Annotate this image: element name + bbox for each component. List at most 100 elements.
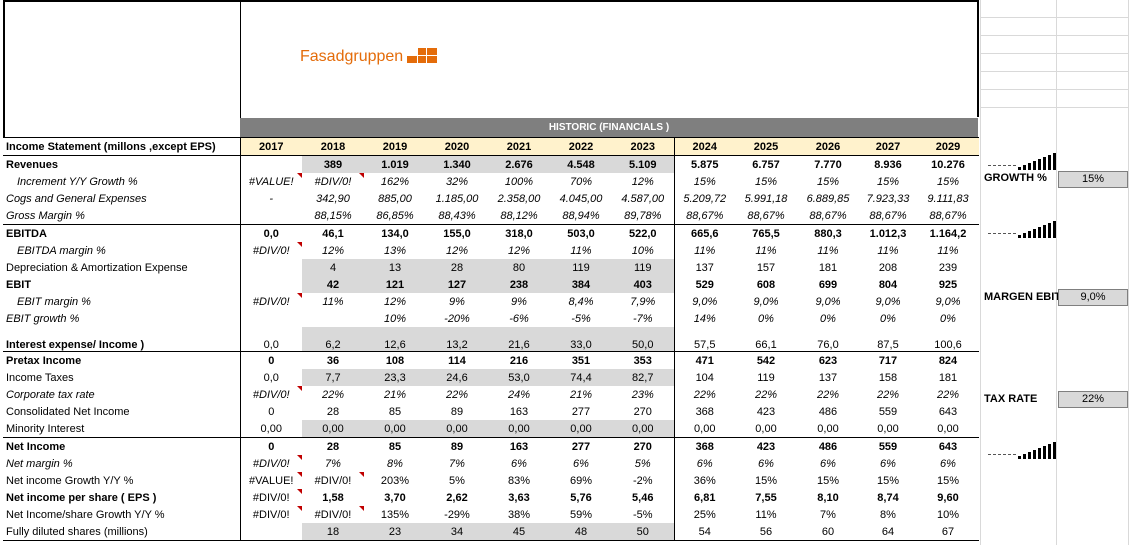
year-header[interactable]: 2026 (797, 137, 859, 156)
row-label[interactable]: Net Income (3, 437, 241, 455)
row-label[interactable]: Cogs and General Expenses (3, 190, 241, 207)
value-cell[interactable]: 9% (449, 295, 465, 308)
value-cell[interactable]: 9,60 (937, 491, 959, 504)
value-cell[interactable]: 12% (507, 244, 531, 257)
tax-rate-input[interactable]: 22% (1058, 391, 1128, 408)
value-cell[interactable]: 181 (818, 261, 838, 274)
value-cell[interactable]: 403 (612, 276, 674, 293)
value-cell[interactable]: 82,7 (612, 369, 674, 386)
value-cell[interactable]: 15% (754, 474, 778, 487)
value-cell[interactable]: 216 (488, 351, 550, 369)
value-cell[interactable]: 0,00 (817, 422, 839, 435)
value-cell[interactable]: 6% (940, 457, 956, 470)
value-cell[interactable]: 12% (631, 175, 654, 188)
value-cell[interactable]: 87,5 (877, 339, 899, 351)
value-cell[interactable] (240, 310, 302, 327)
value-cell[interactable]: 88,43% (438, 209, 476, 222)
value-cell[interactable]: 6,81 (673, 489, 735, 506)
value-cell[interactable]: -29% (444, 508, 470, 521)
value-cell[interactable]: 1,58 (322, 491, 344, 504)
value-cell[interactable]: 36 (302, 351, 364, 369)
value-cell[interactable]: 13% (383, 244, 407, 257)
value-cell[interactable]: 24,6 (426, 369, 488, 386)
value-cell[interactable]: 22% (445, 388, 469, 401)
value-cell[interactable]: 11% (755, 508, 777, 521)
value-cell[interactable]: 10% (631, 244, 654, 257)
value-cell[interactable]: 6.889,85 (806, 192, 850, 205)
value-cell[interactable]: 5,76 (570, 491, 592, 504)
value-cell[interactable]: 239 (938, 261, 958, 274)
value-cell[interactable]: 4.548 (550, 155, 612, 173)
value-cell[interactable]: 5.991,18 (744, 192, 788, 205)
year-header[interactable]: 2018 (302, 137, 364, 156)
value-cell[interactable]: 11% (755, 244, 777, 257)
value-cell[interactable]: #DIV/0! (302, 506, 364, 523)
row-label[interactable]: Gross Margin % (3, 207, 241, 225)
value-cell[interactable]: 162% (380, 175, 410, 188)
value-cell[interactable]: 542 (735, 351, 797, 369)
value-cell[interactable]: 155,0 (426, 224, 488, 242)
value-cell[interactable]: 7,55 (755, 491, 777, 504)
row-label[interactable]: EBIT margin % (3, 293, 241, 310)
value-cell[interactable]: 765,5 (735, 224, 797, 242)
value-cell[interactable]: 83% (507, 474, 531, 487)
value-cell[interactable]: #DIV/0! (240, 506, 302, 523)
value-cell[interactable]: 277 (571, 405, 591, 418)
value-cell[interactable]: 137 (818, 371, 838, 384)
value-cell[interactable]: 8% (880, 508, 896, 521)
value-cell[interactable]: #DIV/0! (240, 293, 302, 310)
value-cell[interactable]: 4.587,00 (621, 192, 665, 205)
value-cell[interactable]: 11% (673, 242, 735, 259)
value-cell[interactable]: 5.875 (673, 155, 735, 173)
value-cell[interactable]: -7% (632, 312, 653, 325)
value-cell[interactable]: 50 (612, 523, 674, 541)
corner-cell[interactable] (3, 0, 241, 138)
year-header[interactable]: 2029 (917, 137, 979, 156)
value-cell[interactable]: 15% (876, 474, 900, 487)
value-cell[interactable]: 11% (877, 244, 899, 257)
value-cell[interactable]: 21% (383, 388, 407, 401)
value-cell[interactable]: 22% (321, 388, 345, 401)
row-label[interactable]: Interest expense/ Income ) (3, 327, 241, 352)
value-cell[interactable]: 643 (917, 437, 979, 455)
value-cell[interactable]: 25% (673, 506, 735, 523)
value-cell[interactable]: 5,46 (632, 491, 654, 504)
row-label[interactable]: Revenues (3, 155, 241, 173)
value-cell[interactable]: 9,0% (815, 295, 841, 308)
value-cell[interactable]: 12% (383, 295, 407, 308)
value-cell[interactable]: 157 (756, 261, 776, 274)
value-cell[interactable]: 67 (917, 523, 979, 541)
value-cell[interactable]: 353 (612, 351, 674, 369)
value-cell[interactable]: 119 (550, 259, 612, 276)
value-cell[interactable]: 88,15% (314, 209, 352, 222)
value-cell[interactable]: 6% (573, 457, 589, 470)
value-cell[interactable]: 203% (380, 474, 410, 487)
value-cell[interactable]: 368 (673, 437, 735, 455)
value-cell[interactable]: 665,6 (673, 224, 735, 242)
value-cell[interactable]: 60 (797, 523, 859, 541)
value-cell[interactable]: 0,00 (364, 420, 426, 438)
value-cell[interactable]: 623 (797, 351, 859, 369)
value-cell[interactable]: 9,0% (875, 295, 901, 308)
year-header[interactable]: 2024 (673, 137, 735, 156)
value-cell[interactable]: 53,0 (488, 369, 550, 386)
value-cell[interactable]: 0,00 (877, 422, 899, 435)
value-cell[interactable]: 6,2 (302, 327, 364, 352)
value-cell[interactable]: 270 (612, 437, 674, 455)
value-cell[interactable]: 471 (673, 351, 735, 369)
value-cell[interactable]: 88,94% (562, 209, 600, 222)
value-cell[interactable]: 11% (817, 244, 839, 257)
value-cell[interactable]: 6% (820, 457, 836, 470)
value-cell[interactable]: 89 (426, 437, 488, 455)
value-cell[interactable]: 0% (880, 312, 896, 325)
value-cell[interactable]: 5.109 (612, 155, 674, 173)
value-cell[interactable]: 6.757 (752, 158, 780, 171)
value-cell[interactable]: 158 (878, 371, 898, 384)
value-cell[interactable]: 9,0% (935, 295, 961, 308)
value-cell[interactable]: 12,6 (364, 327, 426, 352)
value-cell[interactable]: -6% (509, 312, 529, 325)
value-cell[interactable]: 7,9% (630, 295, 656, 308)
value-cell[interactable]: 1.340 (426, 155, 488, 173)
value-cell[interactable]: 121 (364, 276, 426, 293)
year-header[interactable]: 2025 (735, 137, 797, 156)
